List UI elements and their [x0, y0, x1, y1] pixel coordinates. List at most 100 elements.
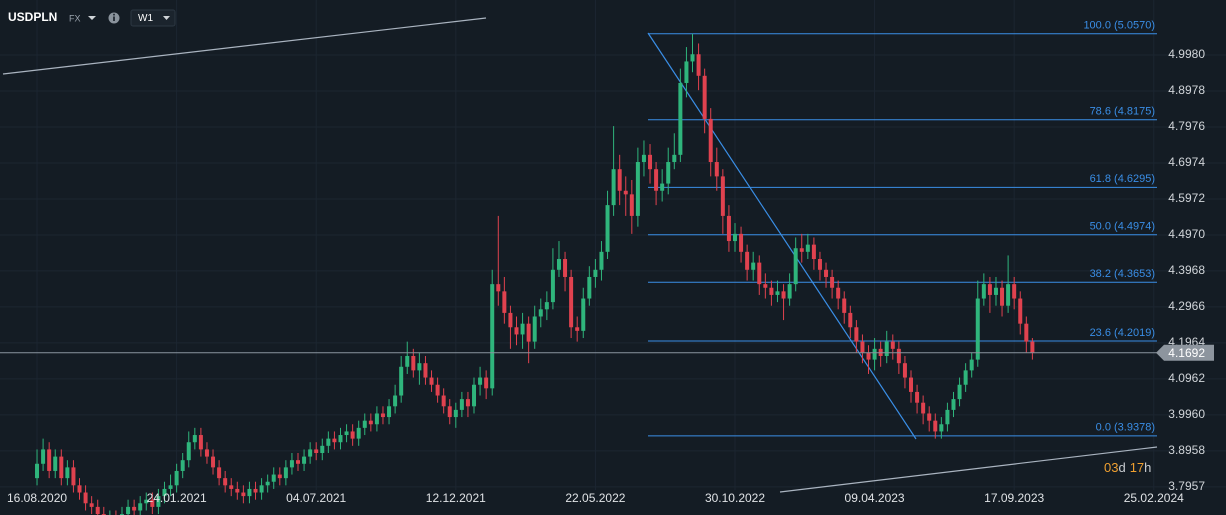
candle-body: [896, 348, 901, 364]
countdown-hours: 17: [1130, 460, 1144, 475]
candle-body: [763, 284, 768, 288]
candle-body: [599, 251, 604, 270]
candle-body: [508, 312, 513, 328]
candle-body: [411, 356, 416, 371]
candle-body: [1018, 298, 1023, 324]
x-tick-label: 12.12.2021: [426, 491, 486, 505]
candle-body: [314, 449, 319, 453]
y-tick-label: 4.2966: [1168, 299, 1205, 313]
candle-body: [168, 485, 173, 489]
candles: [35, 33, 1035, 515]
candle-body: [945, 409, 950, 425]
candle-body: [180, 460, 185, 471]
fib-label: 0.0 (3.9378): [1096, 422, 1155, 434]
candle-body: [848, 312, 853, 328]
info-icon-dot: [113, 13, 115, 16]
candle-body: [854, 327, 859, 342]
candle-body: [156, 496, 161, 507]
candle-body: [993, 287, 998, 295]
candle-body: [544, 302, 549, 310]
candle-body: [581, 298, 586, 331]
candle-body: [186, 442, 191, 461]
candle-body: [332, 438, 337, 443]
candle-body: [399, 366, 404, 396]
candle-body: [957, 384, 962, 400]
candle-body: [459, 399, 464, 410]
fib-label: 23.6 (4.2019): [1090, 327, 1155, 339]
fib-label: 38.2 (4.3653): [1090, 268, 1155, 280]
candle-body: [447, 406, 452, 418]
x-tick-label: 22.05.2022: [565, 491, 625, 505]
candle-body: [338, 435, 343, 443]
candle-body: [174, 470, 179, 486]
fib-trend-line: [647, 32, 917, 440]
candle-body: [860, 341, 865, 353]
candle-body: [617, 169, 622, 191]
candle-body: [684, 61, 689, 83]
candle-body: [95, 506, 100, 515]
candle-body: [138, 503, 143, 511]
candle-body: [77, 485, 82, 493]
y-tick-label: 4.9980: [1168, 47, 1205, 61]
y-tick-label: 4.5972: [1168, 191, 1205, 205]
x-tick-label: 30.10.2022: [705, 491, 765, 505]
candle-body: [514, 327, 519, 335]
candle-body: [374, 413, 379, 425]
candle-body: [83, 492, 88, 504]
candle-body: [921, 402, 926, 414]
candle-body: [1012, 284, 1017, 299]
candle-body: [745, 251, 750, 270]
candle-body: [708, 118, 713, 163]
timeframe-select[interactable]: [130, 9, 176, 27]
candle-body: [550, 269, 555, 303]
candle-body: [672, 154, 677, 163]
candle-body: [417, 363, 422, 371]
candle-body: [720, 176, 725, 216]
candle-body: [793, 248, 798, 285]
candle-body: [320, 445, 325, 453]
candle-body: [71, 467, 76, 486]
x-tick-label: 16.08.2020: [7, 491, 67, 505]
candle-body: [872, 348, 877, 360]
candle-body: [53, 456, 58, 471]
candle-body: [817, 259, 822, 270]
candle-body: [229, 485, 234, 489]
candle-body: [648, 154, 653, 170]
candle-body: [605, 205, 610, 252]
y-tick-label: 4.4970: [1168, 227, 1205, 241]
candle-body: [666, 162, 671, 184]
candle-body: [235, 488, 240, 493]
candle-body: [59, 456, 64, 479]
candle-body: [478, 377, 483, 385]
fib-label: 78.6 (4.8175): [1090, 106, 1155, 118]
countdown-unit: h: [1144, 460, 1151, 475]
candle-body: [690, 54, 695, 62]
countdown: 03d 17h: [1104, 460, 1151, 475]
candle-body: [356, 427, 361, 439]
x-tick-label: 09.04.2023: [845, 491, 905, 505]
candle-body: [271, 474, 276, 482]
candle-body: [241, 492, 246, 497]
candle-body: [538, 309, 543, 317]
axes: 4.9980 4.8978 4.7976 4.6974 4.5972 4.4970 4.39…: [0, 47, 1214, 505]
candle-body: [308, 449, 313, 457]
candle-body: [265, 481, 270, 486]
candle-body: [587, 276, 592, 299]
fib-label: 100.0 (5.0570): [1083, 20, 1155, 32]
candle-body: [909, 377, 914, 392]
y-tick-label: 3.9960: [1168, 407, 1205, 421]
candle-body: [969, 359, 974, 371]
candle-body: [890, 341, 895, 349]
info-icon-bar: [113, 16, 115, 21]
candle-body: [629, 194, 634, 216]
candle-body: [824, 269, 829, 277]
dropdown-icon[interactable]: [88, 16, 96, 20]
candle-body: [144, 499, 149, 504]
candle-body: [344, 431, 349, 436]
candle-body: [787, 284, 792, 299]
x-tick-label: 25.02.2024: [1124, 491, 1184, 505]
y-tick-label: 3.7957: [1168, 479, 1205, 493]
candle-body: [289, 460, 294, 468]
candle-body: [441, 395, 446, 407]
market: FX: [69, 13, 81, 23]
